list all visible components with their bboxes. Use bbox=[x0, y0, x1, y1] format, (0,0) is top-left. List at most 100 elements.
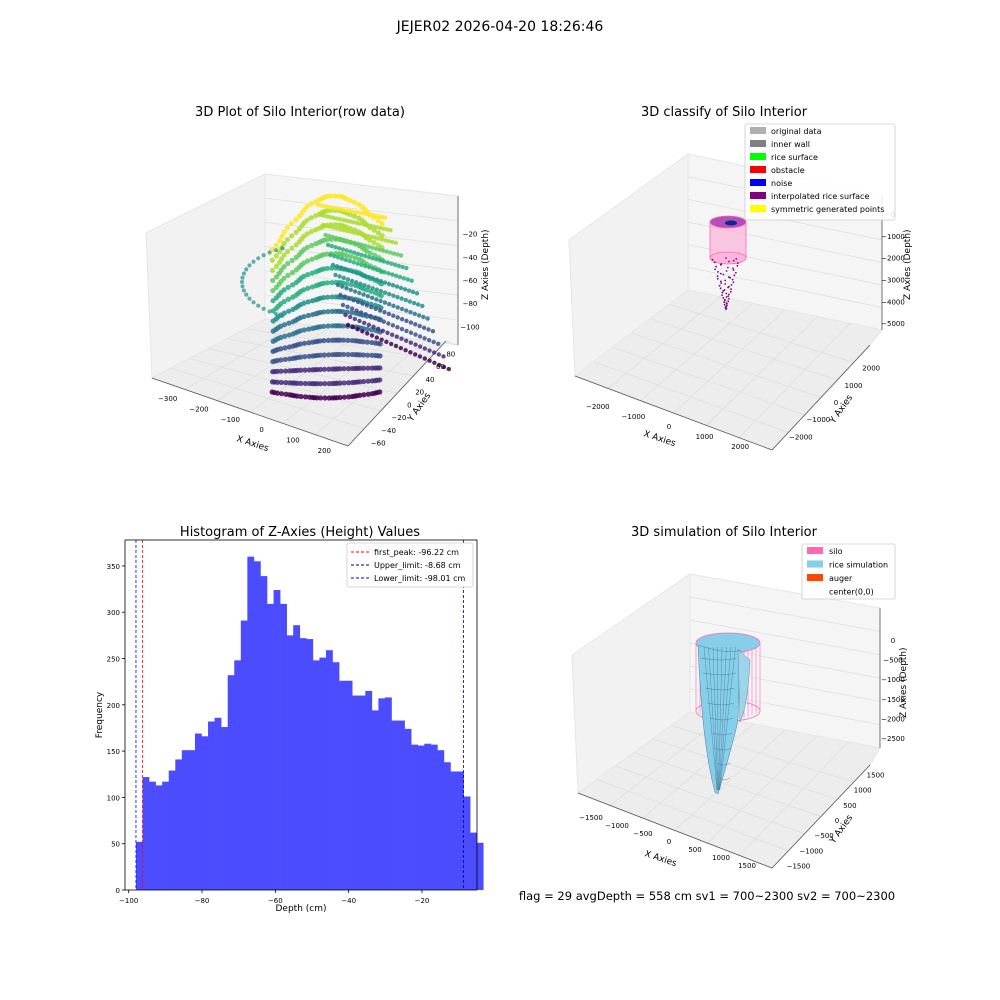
data-point bbox=[371, 240, 377, 246]
data-point bbox=[324, 223, 329, 229]
data-point bbox=[436, 341, 441, 347]
data-point bbox=[379, 233, 385, 239]
data-point bbox=[267, 309, 272, 314]
y-tick-label: −2000 bbox=[789, 433, 813, 441]
data-point bbox=[302, 394, 309, 400]
data-point bbox=[372, 235, 378, 240]
data-point bbox=[409, 278, 414, 283]
data-point bbox=[343, 312, 348, 318]
data-point bbox=[395, 305, 400, 310]
data-point bbox=[308, 229, 315, 235]
histogram-bar bbox=[319, 657, 327, 890]
data-point bbox=[385, 260, 390, 265]
interpolated-rice-point bbox=[727, 286, 729, 289]
data-point bbox=[369, 295, 375, 300]
interpolated-rice-point bbox=[719, 272, 722, 275]
data-point bbox=[327, 193, 334, 199]
legend-swatch bbox=[807, 574, 823, 581]
y-tick-label: 60 bbox=[436, 363, 445, 371]
x-tick-label: −1500 bbox=[579, 814, 603, 822]
data-point bbox=[386, 271, 391, 276]
data-point bbox=[273, 248, 278, 253]
legend-label: first_peak: -96.22 cm bbox=[374, 548, 459, 557]
data-point bbox=[284, 248, 291, 255]
data-point bbox=[347, 197, 353, 204]
x-tick-label: −20 bbox=[415, 897, 430, 905]
legend-label: auger bbox=[829, 574, 853, 583]
data-point bbox=[352, 316, 358, 322]
data-point bbox=[362, 243, 368, 248]
legend-label: Lower_limit: -98.01 cm bbox=[374, 574, 466, 583]
interpolated-rice-point bbox=[728, 276, 730, 278]
data-point bbox=[289, 270, 296, 276]
data-point bbox=[325, 337, 332, 344]
data-point bbox=[352, 289, 358, 294]
y-tick-label: 80 bbox=[446, 350, 455, 358]
data-point bbox=[283, 380, 289, 386]
interpolated-rice-point bbox=[723, 301, 726, 304]
data-point bbox=[386, 238, 392, 244]
rice-mesh-line bbox=[719, 646, 732, 791]
data-point bbox=[417, 323, 422, 329]
data-point bbox=[390, 239, 395, 245]
data-point bbox=[302, 380, 308, 387]
z-tick-label: −1000 bbox=[881, 233, 905, 241]
data-point bbox=[352, 240, 357, 245]
data-point bbox=[278, 256, 285, 262]
x-tick-label: −60 bbox=[268, 897, 283, 905]
interpolated-rice-point bbox=[723, 303, 726, 306]
y-tick-label: 1500 bbox=[867, 772, 885, 780]
data-point bbox=[309, 256, 315, 262]
data-point bbox=[289, 245, 295, 251]
data-point bbox=[441, 354, 446, 359]
histogram-bar bbox=[240, 620, 248, 890]
histogram-bar bbox=[175, 759, 183, 890]
histogram-bar bbox=[352, 695, 360, 890]
data-point bbox=[344, 248, 349, 253]
z-tick-label: −1000 bbox=[881, 676, 905, 684]
histogram-bar bbox=[247, 556, 255, 890]
data-point bbox=[349, 309, 355, 316]
data-point bbox=[360, 329, 365, 334]
x-tick-label: 0 bbox=[667, 838, 671, 846]
data-point bbox=[393, 343, 399, 349]
histogram-title: Histogram of Z-Axies (Height) Values bbox=[180, 525, 420, 540]
floor-gridline bbox=[607, 296, 721, 389]
data-point bbox=[441, 364, 447, 370]
panel-classify-silo-points bbox=[709, 215, 747, 311]
panel-classify-xlabel: X Axies bbox=[642, 429, 677, 449]
floor-gridline bbox=[640, 303, 753, 401]
histogram-bar bbox=[208, 721, 215, 890]
data-point bbox=[389, 341, 394, 347]
y-tick-label: 100 bbox=[107, 794, 120, 802]
back-gridline bbox=[264, 197, 459, 222]
interpolated-rice-point bbox=[736, 262, 739, 265]
data-point bbox=[413, 342, 418, 347]
histogram-bar bbox=[194, 733, 202, 890]
panel-raw-tick-labels: −300−200−1000100200−60−40−20020406080−20… bbox=[158, 231, 480, 455]
data-point bbox=[347, 258, 353, 264]
data-point bbox=[382, 269, 387, 275]
floor-gridline bbox=[615, 765, 805, 834]
z-tick-label: −3000 bbox=[881, 276, 905, 284]
data-point bbox=[344, 218, 350, 223]
data-point bbox=[391, 313, 396, 318]
data-point bbox=[308, 201, 314, 207]
data-point bbox=[341, 380, 347, 386]
data-point bbox=[351, 213, 358, 219]
data-point bbox=[399, 306, 405, 312]
data-point bbox=[355, 231, 360, 236]
y-tick-label: −40 bbox=[381, 427, 396, 435]
interpolated-rice-point bbox=[715, 265, 718, 268]
histogram-bar bbox=[470, 832, 477, 890]
data-point bbox=[338, 227, 343, 232]
data-point bbox=[324, 208, 330, 214]
x-tick-label: −1000 bbox=[605, 822, 629, 830]
floor-gridline bbox=[669, 303, 854, 363]
floor-gridline bbox=[706, 316, 818, 426]
data-point bbox=[306, 326, 312, 332]
interpolated-rice-point bbox=[734, 271, 737, 274]
interpolated-rice-point bbox=[728, 260, 730, 263]
data-point bbox=[372, 315, 377, 321]
